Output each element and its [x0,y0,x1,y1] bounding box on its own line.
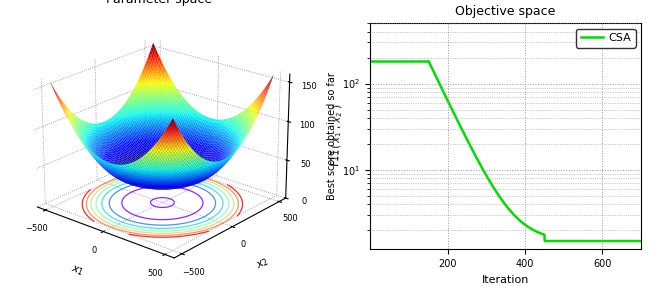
Title: Parameter space: Parameter space [106,0,212,6]
X-axis label: $x_1$: $x_1$ [69,263,86,279]
CSA [367,60,375,63]
CSA [545,239,553,243]
Y-axis label: $x_2$: $x_2$ [254,255,271,272]
Title: Objective space: Objective space [455,5,556,18]
Legend: CSA: CSA [576,29,636,48]
Y-axis label: Best score obtained so far: Best score obtained so far [327,72,336,200]
CSA [611,239,619,243]
Line: CSA: CSA [371,61,641,241]
CSA [433,77,441,81]
CSA [453,117,461,120]
CSA [578,239,586,243]
X-axis label: Iteration: Iteration [482,275,529,285]
CSA [541,239,549,243]
CSA [424,59,432,63]
CSA [637,239,645,243]
CSA [444,98,451,102]
